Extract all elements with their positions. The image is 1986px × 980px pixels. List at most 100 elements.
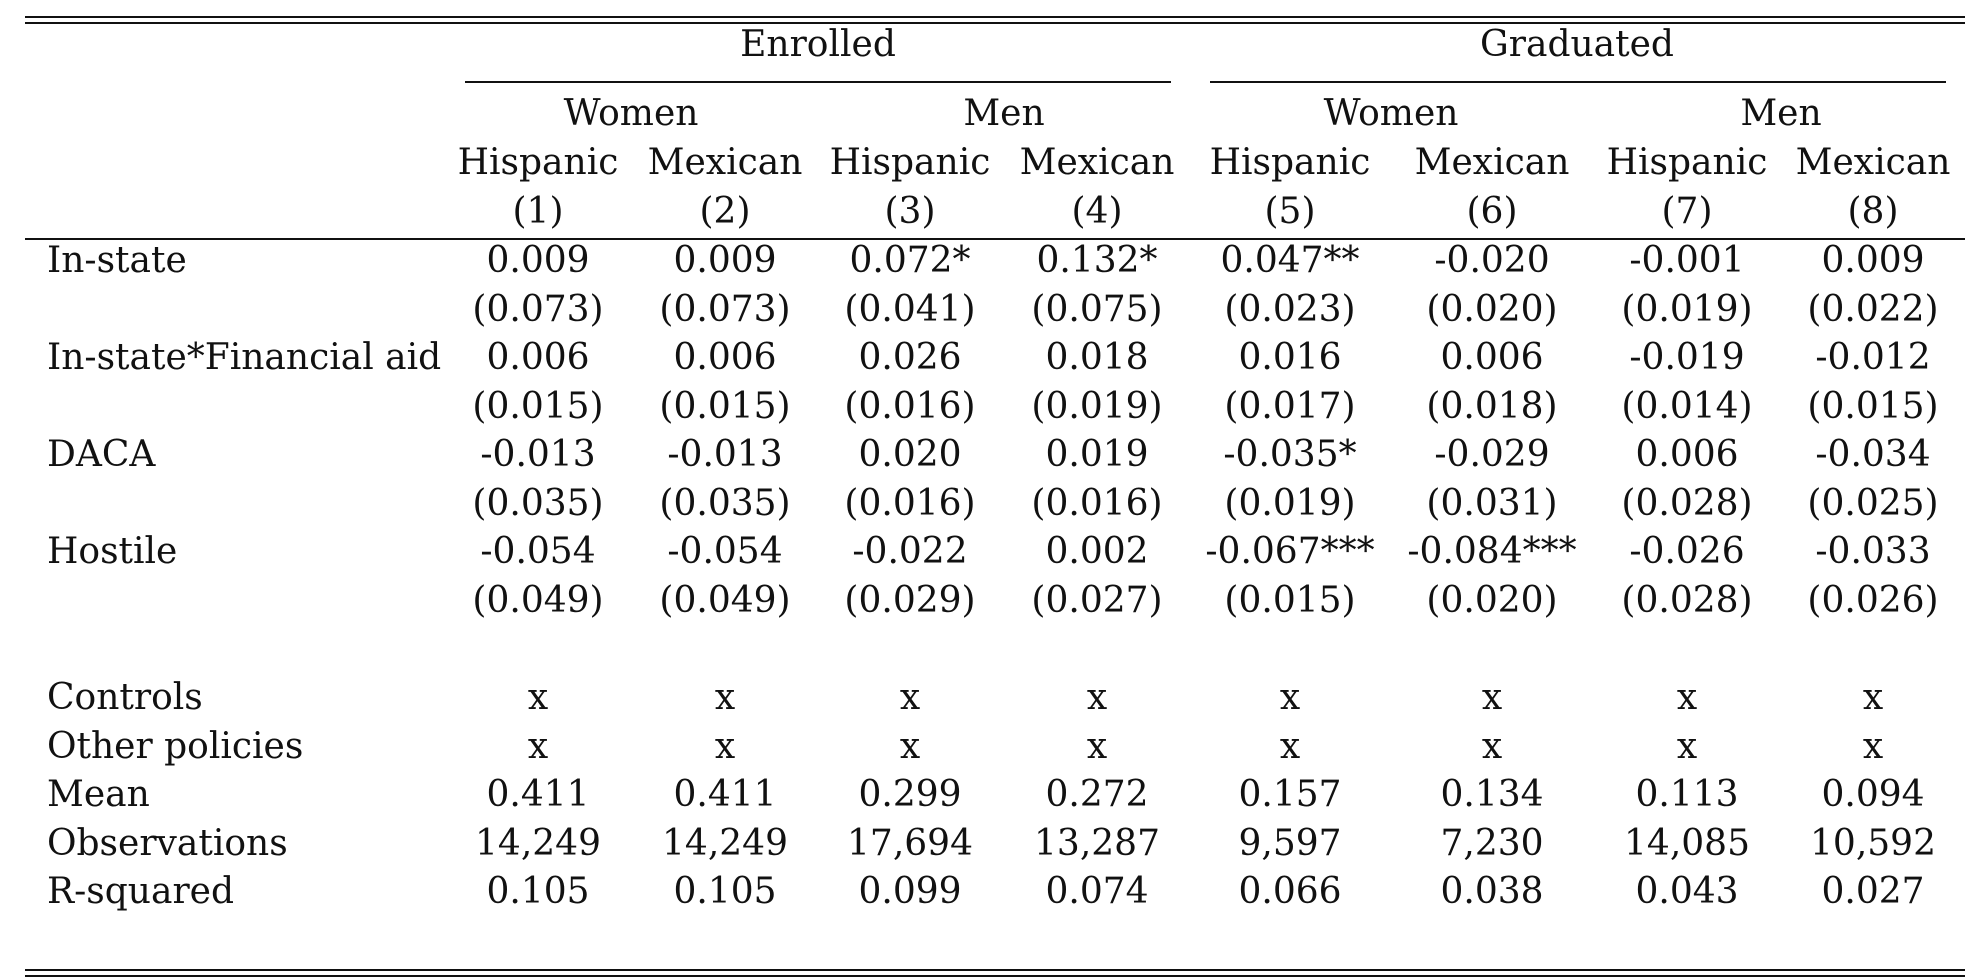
footer-cell: x	[1279, 725, 1301, 767]
table-cell: 0.072*	[849, 240, 971, 281]
table-cell: (0.014)	[1621, 385, 1753, 427]
table-cell: -0.029	[1434, 434, 1550, 475]
ethnicity-header-1: Hispanic	[457, 142, 619, 183]
footer-cell: 7,230	[1440, 822, 1544, 864]
table-cell: (0.022)	[1807, 288, 1939, 330]
footer-row-label: Controls	[47, 677, 203, 718]
footer-cell: 0.066	[1238, 871, 1342, 912]
table-cell: (0.073)	[472, 288, 604, 330]
table-cell: (0.016)	[844, 385, 976, 427]
gender-header-graduated-women: Women	[1323, 93, 1459, 134]
footer-cell: 0.099	[858, 871, 962, 912]
table-cell: (0.019)	[1031, 385, 1163, 427]
table-cell: (0.019)	[1224, 482, 1356, 524]
header-rule	[25, 238, 1965, 240]
table-cell: -0.067***	[1205, 531, 1375, 572]
table-cell: (0.015)	[659, 385, 791, 427]
table-cell: (0.075)	[1031, 288, 1163, 330]
table-cell: 0.009	[1821, 240, 1925, 281]
table-cell: -0.035*	[1223, 434, 1357, 475]
table-cell: (0.018)	[1426, 385, 1558, 427]
table-cell: (0.041)	[844, 288, 976, 330]
group-header-graduated: Graduated	[1480, 24, 1674, 65]
table-cell: -0.001	[1629, 240, 1745, 281]
row-label: DACA	[47, 434, 156, 475]
footer-cell: 14,085	[1624, 822, 1750, 864]
column-number-3: (3)	[884, 191, 936, 232]
table-cell: 0.016	[1238, 337, 1342, 378]
footer-cell: 9,597	[1238, 822, 1342, 864]
table-cell: -0.054	[667, 531, 783, 572]
table-cell: 0.006	[1440, 337, 1544, 378]
gender-header-enrolled-men: Men	[963, 93, 1045, 134]
column-number-8: (8)	[1847, 191, 1899, 232]
top-rule-inner	[25, 22, 1965, 24]
footer-cell: x	[1279, 677, 1301, 718]
table-cell: (0.015)	[472, 385, 604, 427]
footer-cell: x	[527, 677, 549, 718]
table-cell: (0.027)	[1031, 579, 1163, 621]
table-cell: -0.022	[852, 531, 968, 572]
footer-cell: x	[1676, 725, 1698, 767]
table-cell: (0.049)	[659, 579, 791, 621]
table-cell: -0.084***	[1407, 531, 1577, 572]
footer-cell: x	[714, 725, 736, 767]
footer-cell: x	[899, 725, 921, 767]
table-cell: 0.002	[1045, 531, 1149, 572]
footer-cell: x	[1676, 677, 1698, 718]
table-cell: -0.033	[1815, 531, 1931, 572]
table-cell: (0.073)	[659, 288, 791, 330]
table-cell: (0.026)	[1807, 579, 1939, 621]
table-cell: -0.020	[1434, 240, 1550, 281]
table-cell: (0.016)	[844, 482, 976, 524]
footer-row-label: R-squared	[47, 871, 234, 912]
gender-header-enrolled-women: Women	[563, 93, 699, 134]
footer-cell: 14,249	[475, 822, 601, 864]
table-cell: -0.012	[1815, 337, 1931, 378]
row-label: In-state	[47, 240, 187, 281]
gender-header-graduated-men: Men	[1740, 93, 1822, 134]
row-label: Hostile	[47, 531, 178, 572]
footer-cell: 13,287	[1034, 822, 1160, 864]
footer-cell: 17,694	[847, 822, 973, 864]
table-cell: 0.009	[486, 240, 590, 281]
table-cell: -0.054	[480, 531, 596, 572]
column-number-7: (7)	[1661, 191, 1713, 232]
footer-cell: 0.105	[673, 871, 777, 912]
table-cell: (0.020)	[1426, 579, 1558, 621]
footer-cell: x	[1862, 725, 1884, 767]
ethnicity-header-7: Hispanic	[1606, 142, 1768, 183]
table-cell: 0.009	[673, 240, 777, 281]
footer-cell: 0.113	[1635, 774, 1739, 815]
table-cell: (0.017)	[1224, 385, 1356, 427]
ethnicity-header-8: Mexican	[1795, 142, 1951, 183]
table-cell: (0.015)	[1224, 579, 1356, 621]
top-rule	[25, 16, 1965, 18]
table-cell: (0.029)	[844, 579, 976, 621]
footer-cell: x	[1086, 725, 1108, 767]
graduated-underline	[1210, 81, 1946, 83]
ethnicity-header-6: Mexican	[1414, 142, 1570, 183]
table-cell: 0.019	[1045, 434, 1149, 475]
footer-cell: x	[527, 725, 549, 767]
bottom-rule	[25, 975, 1965, 977]
table-cell: 0.047**	[1220, 240, 1360, 281]
row-label: In-state*Financial aid	[47, 337, 442, 378]
footer-cell: 0.094	[1821, 774, 1925, 815]
table-cell: 0.006	[486, 337, 590, 378]
footer-cell: x	[1481, 725, 1503, 767]
footer-row-label: Observations	[47, 822, 288, 864]
table-cell: -0.013	[480, 434, 596, 475]
table-cell: -0.026	[1629, 531, 1745, 572]
table-cell: 0.006	[673, 337, 777, 378]
table-cell: 0.026	[858, 337, 962, 378]
footer-cell: x	[1481, 677, 1503, 718]
column-number-1: (1)	[512, 191, 564, 232]
table-cell: -0.013	[667, 434, 783, 475]
footer-cell: 0.272	[1045, 774, 1149, 815]
footer-cell: 0.134	[1440, 774, 1544, 815]
footer-cell: 0.299	[858, 774, 962, 815]
footer-row-label: Other policies	[47, 725, 304, 767]
footer-cell: 14,249	[662, 822, 788, 864]
